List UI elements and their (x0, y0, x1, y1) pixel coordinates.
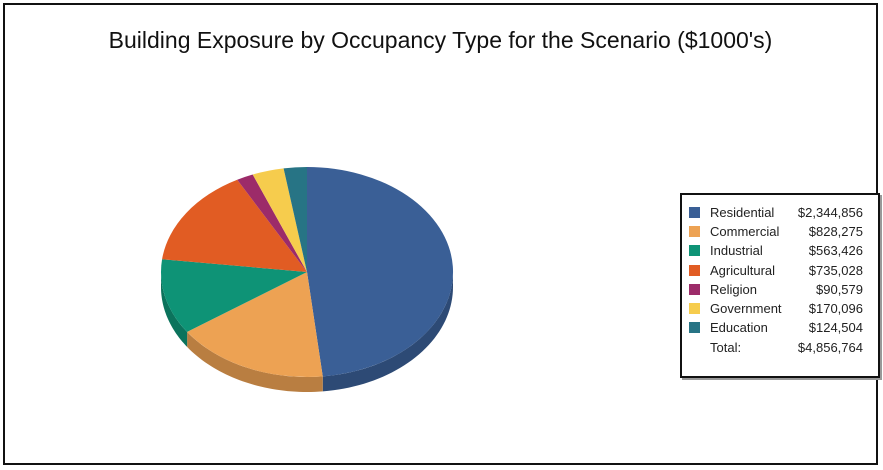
legend-item-education: Education $124,504 (682, 319, 878, 337)
pie-side-industrial (161, 272, 188, 347)
legend-swatch (689, 226, 700, 238)
legend-item-industrial: Industrial $563,426 (682, 242, 878, 260)
pie-slice-agricultural (162, 179, 307, 272)
pie-slice-residential (307, 167, 454, 377)
pie-slice-commercial (187, 272, 323, 378)
legend-label: Commercial (710, 224, 780, 240)
chart-title: Building Exposure by Occupancy Type for … (108, 27, 773, 53)
legend-item-religion: Religion $90,579 (682, 281, 878, 299)
legend-value: $563,426 (808, 243, 863, 259)
legend-swatch (689, 245, 700, 257)
legend-value: $170,096 (808, 301, 863, 316)
legend-value: $124,504 (808, 320, 863, 336)
legend-swatch (689, 322, 700, 334)
legend-label: Industrial (710, 243, 763, 259)
legend-value: $735,028 (808, 262, 863, 278)
pie-slice-industrial (161, 259, 307, 332)
chart-legend: Residential $2,344,856 Commercial $828,275 I… (680, 193, 880, 378)
legend-swatch (689, 207, 700, 218)
legend-total-value: $4,856,764 (797, 340, 863, 356)
legend-swatch (689, 303, 700, 314)
pie-side-residential (322, 272, 453, 392)
legend-label: Agricultural (710, 262, 776, 278)
legend-label: Education (710, 320, 768, 336)
legend-item-government: Government $170,096 (682, 300, 878, 318)
legend-item-agricultural: Agricultural $735,028 (682, 262, 878, 280)
legend-value: $828,275 (808, 224, 863, 240)
legend-value: $90,579 (816, 281, 863, 297)
legend-item-commercial: Commercial $828,275 (682, 223, 878, 241)
legend-swatch (689, 264, 700, 276)
pie-slice-government (252, 168, 307, 272)
pie-slice-education (283, 167, 307, 272)
legend-total-row: Total: $4,856,764 (682, 339, 878, 357)
legend-label: Religion (710, 281, 757, 297)
pie-slice-religion (237, 174, 307, 272)
legend-value: $2,344,856 (797, 205, 863, 220)
legend-total-label: Total: (710, 340, 742, 356)
legend-label: Government (710, 301, 782, 316)
legend-label: Residential (710, 205, 775, 220)
legend-item-residential: Residential $2,344,856 (682, 204, 878, 222)
pie-side-commercial (187, 331, 323, 392)
legend-swatch (689, 283, 700, 295)
